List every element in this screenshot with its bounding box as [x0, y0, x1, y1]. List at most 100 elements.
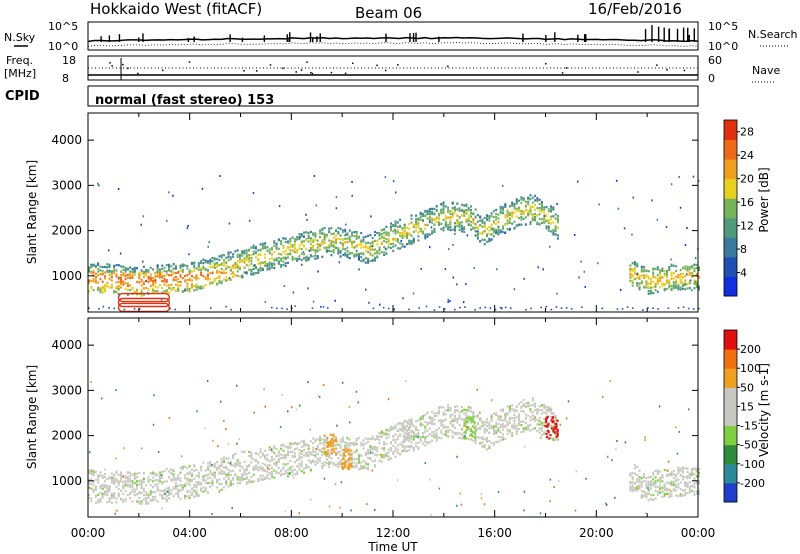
power-pixel	[305, 239, 308, 242]
power-pixel	[145, 272, 148, 275]
power-scatter	[583, 270, 586, 273]
power-pixel	[486, 217, 489, 221]
power-pixel	[483, 226, 486, 229]
velocity-pixel	[373, 438, 376, 441]
power-pixel	[364, 242, 367, 245]
power-pixel	[672, 287, 675, 290]
velocity-pixel	[412, 435, 415, 438]
power-pixel	[520, 218, 523, 221]
power-pixel	[449, 212, 452, 216]
velocity-pixel	[679, 488, 682, 491]
velocity-scatter	[196, 410, 198, 413]
power-pixel	[640, 274, 643, 277]
power-pixel	[531, 205, 534, 209]
velocity-pixel	[106, 494, 109, 497]
power-pixel	[389, 226, 392, 229]
power-pixel	[693, 269, 696, 272]
velocity-pixel	[383, 443, 386, 446]
power-pixel	[232, 275, 235, 278]
power-pixel	[403, 223, 406, 226]
velocity-feature-pixel	[349, 465, 352, 468]
velocity-pixel	[631, 484, 634, 487]
power-pixel	[661, 276, 664, 279]
power-pixel	[273, 250, 276, 254]
velocity-pixel	[232, 464, 235, 467]
velocity-pixel	[401, 445, 404, 448]
power-pixel	[238, 260, 241, 263]
velocity-pixel	[399, 433, 402, 436]
velocity-scatter	[115, 509, 118, 512]
velocity-pixel	[483, 438, 486, 441]
velocity-scatter	[688, 408, 690, 411]
power-pixel	[124, 275, 127, 278]
velocity-feature-pixel	[545, 432, 548, 435]
power-pixel	[506, 215, 509, 218]
power-pixel	[638, 284, 641, 287]
velocity-pixel	[238, 478, 241, 481]
power-pixel	[234, 264, 237, 268]
power-scatter	[140, 223, 143, 226]
velocity-pixel	[97, 501, 100, 504]
power-pixel	[353, 246, 356, 249]
velocity-pixel	[154, 483, 157, 487]
velocity-pixel	[392, 450, 395, 454]
velocity-pixel	[202, 461, 205, 464]
velocity-pixel	[454, 405, 456, 408]
velocity-pixel	[536, 418, 539, 421]
velocity-pixel	[266, 464, 269, 467]
velocity-pixel	[695, 490, 698, 493]
power-pixel	[520, 196, 523, 199]
power-pixel	[522, 217, 525, 220]
velocity-feature-pixel	[407, 432, 410, 435]
power-pixel	[488, 240, 491, 243]
power-pixel	[120, 278, 123, 281]
power-pixel	[691, 266, 694, 269]
power-pixel	[236, 249, 239, 252]
velocity-feature-pixel	[404, 419, 407, 423]
velocity-pixel	[378, 438, 381, 441]
power-pixel	[540, 221, 543, 225]
power-pixel	[90, 270, 93, 273]
power-pixel	[677, 288, 680, 291]
velocity-scatter	[267, 467, 269, 470]
power-pixel	[140, 291, 143, 294]
velocity-pixel	[271, 472, 273, 476]
velocity-pixel	[695, 467, 698, 471]
power-pixel	[197, 261, 200, 265]
power-pixel	[193, 289, 196, 292]
power-pixel	[309, 247, 312, 250]
power-pixel	[149, 273, 152, 276]
power-pixel	[387, 243, 390, 246]
power-pixel	[259, 269, 262, 272]
velocity-pixel	[104, 484, 107, 487]
velocity-pixel	[383, 433, 386, 436]
velocity-pixel	[341, 454, 344, 457]
velocity-pixel	[309, 451, 312, 454]
velocity-scatter	[152, 423, 155, 426]
velocity-pixel	[330, 457, 333, 460]
power-pixel	[378, 252, 381, 255]
velocity-pixel	[94, 478, 97, 482]
y-tick-label: 2000	[51, 224, 82, 238]
power-pixel	[369, 242, 372, 245]
power-pixel	[296, 257, 299, 261]
velocity-pixel	[316, 448, 319, 451]
power-pixel	[172, 286, 175, 290]
velocity-feature-pixel	[547, 429, 550, 433]
velocity-pixel	[380, 430, 383, 433]
velocity-feature-pixel	[545, 421, 548, 424]
velocity-pixel	[672, 480, 675, 483]
power-pixel	[451, 228, 454, 231]
power-ground	[626, 306, 629, 308]
velocity-pixel	[264, 469, 267, 472]
velocity-pixel	[312, 437, 315, 440]
power-pixel	[202, 285, 205, 289]
velocity-pixel	[389, 457, 392, 460]
velocity-pixel	[266, 470, 269, 473]
velocity-pixel	[195, 480, 198, 484]
power-pixel	[195, 278, 198, 281]
power-scatter	[576, 180, 579, 183]
power-pixel	[654, 267, 657, 271]
power-ground	[281, 307, 283, 310]
power-pixel	[661, 269, 664, 273]
